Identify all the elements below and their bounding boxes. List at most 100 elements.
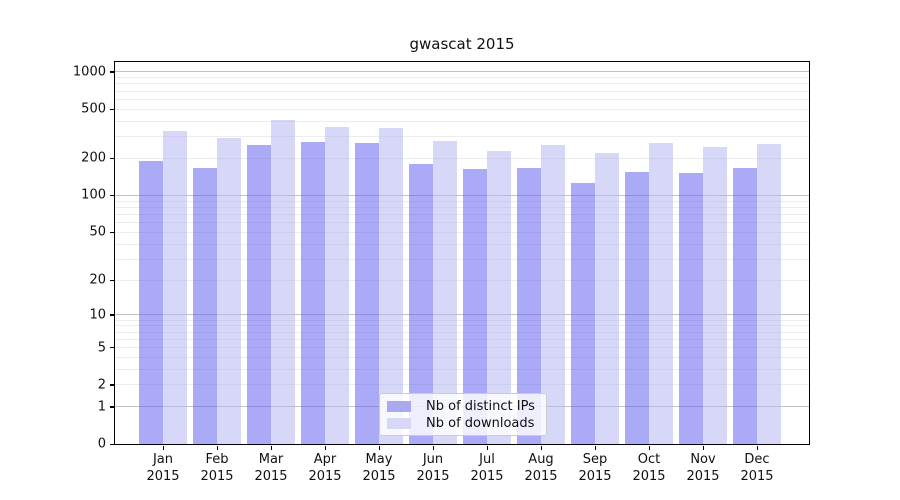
x-tick-label: Jan 2015 <box>146 452 180 484</box>
bar-downloads <box>217 138 241 444</box>
x-tick-mark <box>540 446 542 450</box>
bar-ips <box>733 167 757 444</box>
chart-title: gwascat 2015 <box>409 35 515 53</box>
y-tick-label: 1 <box>97 399 106 415</box>
x-tick-mark <box>648 446 650 450</box>
y-tick-label: 10 <box>89 307 106 323</box>
y-tick-label: 0 <box>97 436 106 452</box>
minor-gridline <box>115 331 809 333</box>
bar-ips <box>301 142 325 444</box>
bar-downloads <box>379 128 403 444</box>
y-tick-label: 2 <box>97 377 106 393</box>
minor-gridline <box>115 77 809 79</box>
bar-ips <box>139 161 163 444</box>
minor-gridline <box>115 347 809 348</box>
x-tick-mark <box>594 446 596 450</box>
y-tick-mark <box>110 108 114 111</box>
y-tick-label: 5 <box>97 340 106 355</box>
bar-ips <box>193 167 217 444</box>
major-gridline <box>115 314 809 316</box>
legend-swatch <box>387 401 411 412</box>
y-tick-mark <box>110 347 114 349</box>
minor-gridline <box>115 157 809 159</box>
y-tick-label: 100 <box>81 187 106 203</box>
y-tick-label: 500 <box>81 101 106 117</box>
bar-downloads <box>757 144 781 444</box>
minor-gridline <box>115 338 809 340</box>
minor-gridline <box>115 222 809 224</box>
x-tick-mark <box>702 446 704 450</box>
minor-gridline <box>115 98 809 100</box>
legend: Nb of distinct IPs Nb of downloads <box>379 393 547 436</box>
bar-downloads <box>271 120 295 444</box>
x-tick-label: Oct 2015 <box>632 452 666 484</box>
bar-ips <box>571 183 595 444</box>
x-tick-label: Jul 2015 <box>470 452 504 484</box>
legend-label: Nb of downloads <box>426 416 535 431</box>
minor-gridline <box>115 319 809 321</box>
bar-ips <box>247 144 271 444</box>
x-tick-mark <box>324 446 326 450</box>
y-tick-label: 200 <box>81 150 106 166</box>
y-tick-mark <box>110 384 114 386</box>
x-tick-label: Mar 2015 <box>254 452 288 484</box>
legend-label: Nb of distinct IPs <box>426 399 535 414</box>
x-tick-mark <box>378 446 380 450</box>
minor-gridline <box>115 356 809 358</box>
y-tick-mark <box>110 157 114 160</box>
y-tick-mark <box>110 71 114 73</box>
y-tick-mark <box>110 406 114 408</box>
x-tick-label: Feb 2015 <box>200 452 234 484</box>
bar-downloads <box>595 153 619 444</box>
y-tick-mark <box>110 314 114 316</box>
minor-gridline <box>115 325 809 327</box>
minor-gridline <box>115 368 809 370</box>
y-tick-label: 50 <box>89 224 106 240</box>
minor-gridline <box>115 231 809 233</box>
minor-gridline <box>115 120 809 122</box>
bar-downloads <box>703 147 727 444</box>
y-tick-mark <box>110 231 114 234</box>
major-gridline <box>115 71 809 73</box>
x-tick-mark <box>432 446 434 450</box>
x-tick-label: Jun 2015 <box>416 452 450 484</box>
bar-ips <box>355 143 379 444</box>
minor-gridline <box>115 279 809 281</box>
y-tick-label: 20 <box>89 272 106 288</box>
x-tick-mark <box>216 446 218 450</box>
x-tick-mark <box>162 446 164 450</box>
x-tick-label: Aug 2015 <box>524 452 558 484</box>
minor-gridline <box>115 213 809 215</box>
bar-ips <box>679 172 703 444</box>
minor-gridline <box>115 83 809 85</box>
minor-gridline <box>115 258 809 260</box>
x-tick-label: Sep 2015 <box>578 452 612 484</box>
minor-gridline <box>115 108 809 110</box>
x-tick-label: Dec 2015 <box>740 452 774 484</box>
bar-downloads <box>163 131 187 444</box>
bar-ips <box>625 172 649 444</box>
bar-downloads <box>325 126 349 444</box>
y-tick-mark <box>110 194 114 197</box>
minor-gridline <box>115 206 809 208</box>
y-tick-label: 1000 <box>72 64 106 80</box>
x-tick-mark <box>756 446 758 450</box>
y-tick-mark <box>110 443 114 445</box>
minor-gridline <box>115 136 809 138</box>
x-tick-label: Nov 2015 <box>686 452 720 484</box>
x-tick-label: Apr 2015 <box>308 452 342 484</box>
legend-row: Nb of downloads <box>380 415 546 432</box>
minor-gridline <box>115 90 809 92</box>
minor-gridline <box>115 200 809 202</box>
legend-swatch <box>387 418 411 429</box>
plot-area: Nb of distinct IPs Nb of downloads <box>114 61 810 445</box>
minor-gridline <box>115 243 809 245</box>
minor-gridline <box>115 384 809 386</box>
x-tick-mark <box>486 446 488 450</box>
x-tick-label: May 2015 <box>362 452 396 484</box>
bar-downloads <box>649 142 673 444</box>
y-tick-mark <box>110 279 114 281</box>
major-gridline <box>115 194 809 196</box>
legend-row: Nb of distinct IPs <box>380 398 546 415</box>
